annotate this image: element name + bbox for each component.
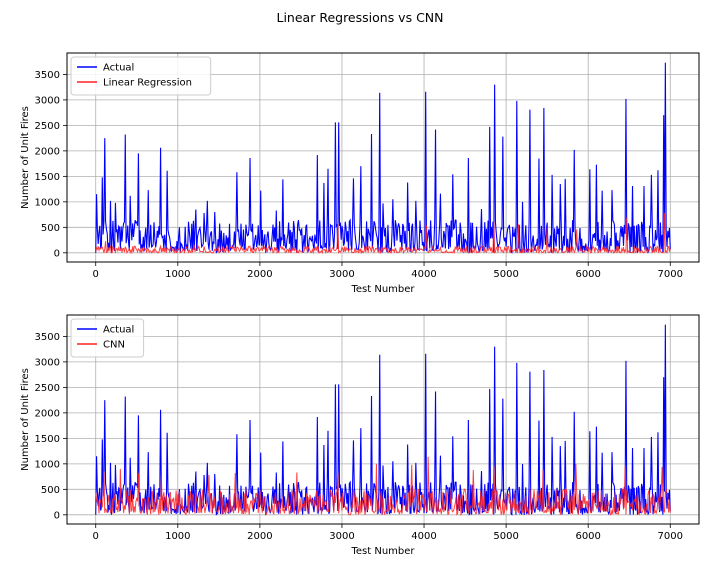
plot-frame (66, 314, 700, 525)
y-tick-label: 3000 (35, 95, 60, 106)
chart-panel-2: 0 1000 2000 3000 4000 5000 6000 7000 0 500 1000 150… (20, 314, 700, 557)
figure-title: Linear Regressions vs CNN (276, 10, 444, 25)
x-tick-label: 0 (93, 531, 99, 542)
x-tick-label: 6000 (575, 531, 600, 542)
chart-panel-1: 0 1000 2000 3000 4000 5000 6000 7000 0 500 1000 150… (20, 52, 700, 295)
y-tick-label: 500 (41, 223, 60, 234)
legend: Actual CNN (70, 318, 145, 358)
plot-frame (66, 52, 700, 263)
legend-label: Actual (103, 325, 134, 336)
y-tick-label: 3500 (35, 332, 60, 343)
x-tick-label: 5000 (493, 269, 518, 280)
x-axis-label: Test Number (350, 546, 415, 557)
legend-box (70, 56, 212, 96)
x-tick-label: 2000 (247, 269, 272, 280)
y-axis-label: Number of Unit Fires (20, 368, 31, 471)
y-tick-label: 1500 (35, 434, 60, 445)
legend-label: Linear Regression (103, 78, 192, 89)
legend: Actual Linear Regression (70, 56, 212, 96)
x-tick-label: 1000 (165, 531, 190, 542)
series-line-actual (95, 324, 671, 516)
x-axis-label: Test Number (350, 284, 415, 295)
series-line-linear-regression (95, 213, 671, 255)
x-tick-label: 5000 (493, 531, 518, 542)
y-tick-label: 1000 (35, 459, 60, 470)
legend-label: CNN (103, 340, 125, 351)
y-tick-label: 2500 (35, 383, 60, 394)
x-tick-label: 4000 (411, 531, 436, 542)
x-tick-label: 2000 (247, 531, 272, 542)
y-tick-label: 1500 (35, 172, 60, 183)
y-axis-label: Number of Unit Fires (20, 106, 31, 209)
x-tick-label: 7000 (658, 531, 683, 542)
x-tick-label: 7000 (658, 269, 683, 280)
y-tick-label: 2000 (35, 408, 60, 419)
y-tick-label: 1000 (35, 197, 60, 208)
legend-label: Actual (103, 63, 134, 74)
series-line-cnn (95, 456, 671, 517)
y-tick-label: 2500 (35, 121, 60, 132)
y-tick-label: 500 (41, 485, 60, 496)
y-tick-label: 0 (54, 248, 60, 259)
x-tick-label: 1000 (165, 269, 190, 280)
y-tick-label: 3500 (35, 70, 60, 81)
y-tick-label: 3000 (35, 357, 60, 368)
x-tick-label: 3000 (329, 531, 354, 542)
y-tick-label: 2000 (35, 146, 60, 157)
x-tick-label: 0 (93, 269, 99, 280)
x-tick-label: 3000 (329, 269, 354, 280)
x-tick-label: 4000 (411, 269, 436, 280)
x-tick-label: 6000 (575, 269, 600, 280)
y-tick-label: 0 (54, 510, 60, 521)
series-line-actual (95, 62, 671, 254)
